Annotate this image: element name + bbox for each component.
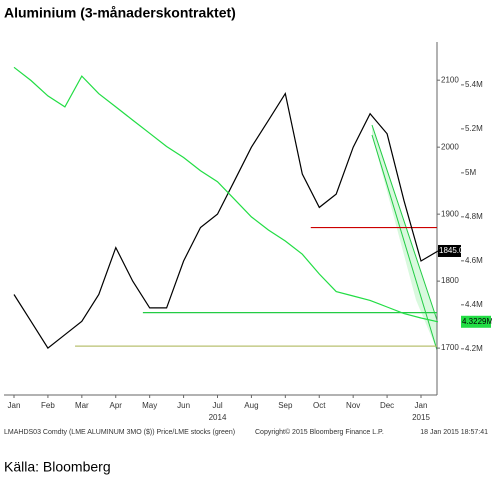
channel-shade bbox=[372, 125, 437, 350]
y2-tick-label: 4.6M bbox=[465, 256, 483, 265]
footer-left: LMAHDS03 Comdty (LME ALUMINUM 3MO ($)) P… bbox=[4, 429, 235, 436]
x-tick-label: Jul bbox=[212, 401, 222, 410]
y2-tick-label: 5M bbox=[465, 168, 476, 177]
chart-title: Aluminium (3-månaderskontraktet) bbox=[4, 5, 236, 21]
x-tick-label: May bbox=[142, 401, 157, 410]
year-label: 2014 bbox=[209, 413, 227, 422]
y-tick-label: 2000 bbox=[441, 142, 459, 151]
y-tick-label: 2100 bbox=[441, 75, 459, 84]
year-label: 2015 bbox=[412, 413, 430, 422]
x-tick-label: Jan bbox=[8, 401, 21, 410]
value-label-box bbox=[461, 315, 491, 328]
x-tick-label: Mar bbox=[75, 401, 89, 410]
y-tick-label: 1700 bbox=[441, 343, 459, 352]
y2-tick-label: 4.8M bbox=[465, 212, 483, 221]
x-tick-label: Apr bbox=[110, 401, 123, 410]
x-tick-label: Jun bbox=[177, 401, 190, 410]
y2-tick-label: 5.2M bbox=[465, 124, 483, 133]
source: Källa: Bloomberg bbox=[4, 459, 111, 475]
value-label: 1845.00 bbox=[439, 246, 468, 255]
x-tick-label: Oct bbox=[313, 401, 326, 410]
x-tick-label: Aug bbox=[244, 401, 258, 410]
x-tick-label: Dec bbox=[380, 401, 394, 410]
value-label: 4.3229M bbox=[462, 317, 492, 326]
y2-tick-label: 4.2M bbox=[465, 344, 483, 353]
y2-tick-label: 5.4M bbox=[465, 80, 483, 89]
series-line bbox=[13, 92, 439, 349]
y-tick-label: 1800 bbox=[441, 276, 459, 285]
channel-line bbox=[371, 134, 438, 351]
x-tick-label: Jan bbox=[415, 401, 428, 410]
footer-right: 18 Jan 2015 18:57:41 bbox=[420, 429, 488, 436]
x-tick-label: Sep bbox=[278, 401, 293, 410]
value-label-box bbox=[438, 244, 461, 257]
x-tick-label: Feb bbox=[41, 401, 55, 410]
series-line bbox=[13, 66, 439, 323]
y2-tick-label: 4.4M bbox=[465, 300, 483, 309]
channel-line bbox=[371, 124, 438, 321]
footer-center: Copyright© 2015 Bloomberg Finance L.P. bbox=[255, 428, 384, 436]
x-tick-label: Nov bbox=[346, 401, 360, 410]
y-tick-label: 1900 bbox=[441, 209, 459, 218]
